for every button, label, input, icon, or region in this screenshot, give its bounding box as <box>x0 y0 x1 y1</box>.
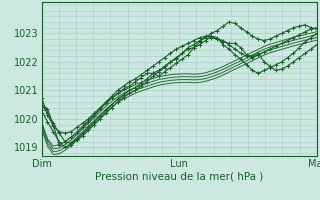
X-axis label: Pression niveau de la mer( hPa ): Pression niveau de la mer( hPa ) <box>95 172 263 182</box>
